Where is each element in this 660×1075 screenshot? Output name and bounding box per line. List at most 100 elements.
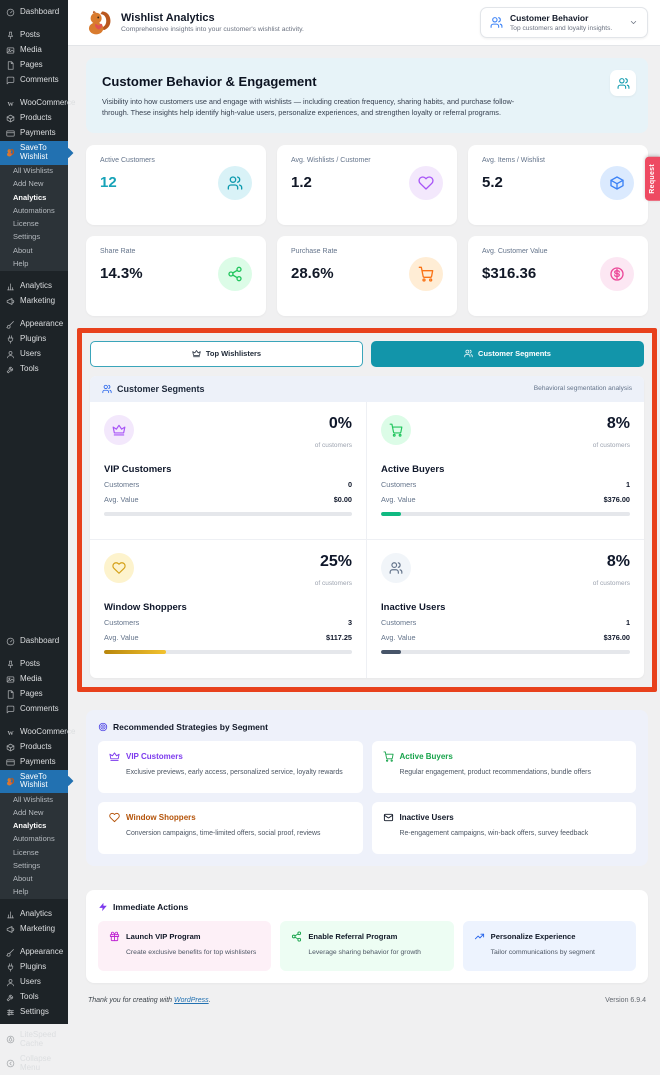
sidebar-spacer — [0, 937, 68, 945]
sidebar-item[interactable]: License — [0, 846, 68, 860]
crown-icon — [104, 414, 134, 445]
tab-button[interactable]: Top Wishlisters — [90, 340, 363, 367]
sidebar-item[interactable]: Payments — [0, 126, 68, 141]
sidebar-item[interactable]: License — [0, 217, 68, 231]
stat-card: Avg. Customer Value $316.36 — [468, 235, 648, 316]
sidebar-item[interactable]: Add New — [0, 177, 68, 192]
sidebar-item[interactable]: Marketing — [0, 922, 68, 937]
sidebar-spacer — [0, 271, 68, 279]
sidebar-item[interactable]: Analytics — [0, 819, 68, 833]
sidebar-item[interactable]: Help — [0, 257, 68, 271]
sidebar-item[interactable]: Media — [0, 672, 68, 687]
request-feedback-tab[interactable]: Request — [645, 157, 660, 201]
stat-value: 5.2 — [482, 173, 503, 191]
tab-button[interactable]: Customer Segments — [371, 340, 644, 367]
sidebar-item[interactable]: Analytics — [0, 907, 68, 922]
sidebar-item[interactable]: Pages — [0, 58, 68, 73]
sidebar-item-label: Payments — [20, 128, 56, 138]
segment-avg-value-label: Avg. Value — [104, 632, 139, 642]
segment-percent-note: of customers — [314, 579, 352, 587]
sidebar-item[interactable]: About — [0, 244, 68, 258]
panel-title: Customer Segments — [117, 383, 205, 394]
sidebar-item[interactable]: Dashboard — [0, 634, 68, 649]
strategy-name: Inactive Users — [399, 812, 454, 822]
strategy-card: Active Buyers Regular engagement, produc… — [371, 740, 636, 793]
sidebar-item[interactable]: Automations — [0, 832, 68, 847]
sidebar-item[interactable]: Posts — [0, 28, 68, 43]
segment-progress-track — [381, 649, 630, 654]
users-icon — [464, 349, 473, 358]
sidebar-item[interactable]: Products — [0, 111, 68, 126]
segment-avg-value-label: Avg. Value — [381, 632, 416, 642]
svg-text:W: W — [7, 729, 14, 736]
sidebar-item[interactable]: W WooCommerce — [0, 96, 75, 111]
stat-card: Active Customers 12 — [86, 144, 266, 225]
sidebar-item[interactable]: Users — [0, 347, 68, 362]
sidebar-item[interactable]: About — [0, 872, 68, 886]
sidebar-item[interactable]: Pages — [0, 687, 68, 702]
sidebar-item[interactable]: Collapse Menu — [0, 1052, 68, 1075]
wordpress-link[interactable]: WordPress — [174, 996, 209, 1004]
sidebar-item[interactable]: Tools — [0, 990, 68, 1005]
woo-icon: W — [6, 99, 15, 108]
action-card[interactable]: Launch VIP Program Create exclusive bene… — [98, 920, 272, 971]
sidebar-item[interactable]: Analytics — [0, 279, 68, 294]
sidebar-menu-secondary: Dashboard Posts Media Pages — [0, 629, 75, 1075]
sidebar-item[interactable]: Products — [0, 740, 68, 755]
sidebar-item[interactable]: Settings — [0, 1005, 68, 1020]
sidebar-item[interactable]: Posts — [0, 657, 68, 672]
sidebar-item[interactable]: Comments — [0, 73, 68, 88]
footer-version: Version 6.9.4 — [605, 996, 646, 1004]
page-body: Customer Behavior & Engagement Visibilit… — [68, 46, 660, 1004]
action-card[interactable]: Personalize Experience Tailor communicat… — [462, 920, 636, 971]
pin-icon — [6, 31, 15, 40]
segment-progress-fill — [104, 649, 166, 654]
sidebar-item-label: SaveTo Wishlist — [20, 771, 48, 790]
sidebar-item[interactable]: Dashboard — [0, 5, 68, 20]
sidebar-item[interactable]: Add New — [0, 806, 68, 820]
sidebar-item[interactable]: Settings — [0, 230, 68, 245]
sidebar-item-label: Analytics — [13, 821, 47, 831]
sidebar-item-label: Analytics — [20, 909, 53, 919]
sidebar-item[interactable]: Automations — [0, 204, 68, 218]
sidebar-item-label: Tools — [20, 992, 39, 1002]
action-text: Create exclusive benefits for top wishli… — [126, 948, 257, 956]
sidebar-item-label: SaveTo Wishlist — [20, 143, 48, 161]
stat-label: Avg. Items / Wishlist — [482, 156, 545, 164]
sidebar-item[interactable]: SaveTo Wishlist — [0, 769, 68, 794]
action-card[interactable]: Enable Referral Program Leverage sharing… — [280, 920, 454, 971]
segment-avg-value: $376.00 — [603, 494, 630, 504]
actions-grid: Launch VIP Program Create exclusive bene… — [98, 920, 636, 971]
sidebar-item[interactable]: Tools — [0, 362, 68, 377]
sidebar-item[interactable]: Help — [0, 885, 68, 900]
users-icon — [490, 16, 503, 29]
sidebar-item[interactable]: Settings — [0, 859, 68, 873]
sidebar-item[interactable]: Plugins — [0, 960, 68, 975]
segment-customers-value: 3 — [347, 618, 352, 628]
trend-icon — [474, 931, 485, 942]
sidebar-item[interactable]: Appearance — [0, 317, 68, 332]
sidebar-item[interactable]: Users — [0, 975, 68, 990]
sidebar-item-label: Users — [20, 348, 41, 358]
sidebar-item[interactable]: All Wishlists — [0, 793, 68, 807]
chevron-down-icon — [629, 18, 638, 27]
pin-icon — [6, 660, 15, 669]
share-icon — [218, 256, 252, 291]
sidebar-item[interactable]: Media — [0, 43, 68, 58]
sidebar-item[interactable]: Marketing — [0, 294, 68, 309]
sidebar-item[interactable]: Plugins — [0, 332, 68, 347]
strategy-name: Window Shoppers — [126, 812, 196, 822]
sidebar-item[interactable]: Payments — [0, 755, 68, 770]
sidebar-item[interactable]: All Wishlists — [0, 164, 68, 178]
hero-description: Visibility into how customers use and en… — [102, 97, 515, 117]
sidebar-item[interactable]: W WooCommerce — [0, 725, 75, 740]
sidebar-item[interactable]: LiteSpeed Cache — [0, 1028, 68, 1052]
sidebar-item[interactable]: SaveTo Wishlist — [0, 141, 68, 165]
gift-icon — [109, 931, 120, 942]
report-type-dropdown[interactable]: Customer Behavior Top customers and loya… — [480, 7, 648, 38]
stat-label: Avg. Wishlists / Customer — [291, 156, 371, 164]
sidebar-item[interactable]: Appearance — [0, 945, 68, 960]
sidebar-item[interactable]: Comments — [0, 702, 68, 717]
sidebar-item-label: Dashboard — [20, 635, 60, 645]
sidebar-item[interactable]: Analytics — [0, 191, 68, 205]
